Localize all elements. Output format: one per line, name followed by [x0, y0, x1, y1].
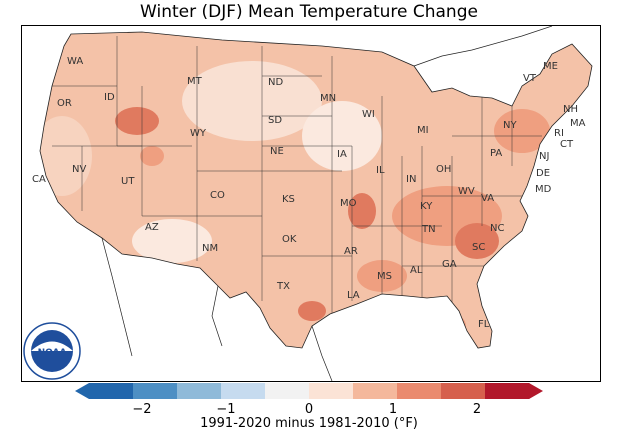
- blob-northern-plains: [182, 61, 322, 141]
- label-PA: PA: [490, 148, 502, 159]
- colorbar-segment: [221, 383, 266, 399]
- temperature-map: WA OR CA NV ID MT WY UT CO AZ NM ND SD N…: [22, 26, 600, 381]
- label-NH: NH: [563, 104, 578, 115]
- map-frame: WA OR CA NV ID MT WY UT CO AZ NM ND SD N…: [21, 25, 601, 382]
- blob-nc: [455, 223, 499, 259]
- label-TN: TN: [421, 224, 436, 235]
- label-IL: IL: [376, 165, 385, 176]
- label-IA: IA: [337, 149, 347, 160]
- label-FL: FL: [478, 319, 490, 330]
- state-borders: [44, 36, 542, 316]
- colorbar-tick-2: 2: [472, 402, 482, 417]
- noaa-logo: NOAA: [23, 322, 81, 380]
- colorbar-tick-0: 0: [304, 402, 314, 417]
- logo-text: NOAA: [38, 348, 67, 358]
- colorbar-segments: [75, 383, 543, 399]
- label-AL: AL: [410, 265, 423, 276]
- label-CA: CA: [32, 174, 46, 185]
- blob-west-coast: [40, 116, 92, 196]
- label-AR: AR: [344, 246, 358, 257]
- colorbar-segment: [441, 383, 486, 399]
- blob-idaho: [115, 107, 159, 135]
- blob-mo: [348, 193, 376, 229]
- label-WI: WI: [362, 109, 375, 120]
- label-RI: RI: [554, 128, 564, 139]
- colorbar-segment: [397, 383, 442, 399]
- label-ME: ME: [543, 61, 558, 72]
- label-KY: KY: [420, 201, 433, 212]
- label-CO: CO: [210, 190, 225, 201]
- label-MS: MS: [377, 271, 392, 282]
- label-OH: OH: [436, 164, 451, 175]
- label-MN: MN: [320, 93, 336, 104]
- label-WV: WV: [458, 186, 475, 197]
- label-MI: MI: [417, 125, 429, 136]
- blob-iowa: [302, 101, 382, 171]
- colorbar-segment: [265, 383, 310, 399]
- colorbar-segment: [133, 383, 178, 399]
- label-VA: VA: [481, 193, 494, 204]
- map-title: Winter (DJF) Mean Temperature Change: [140, 2, 478, 22]
- colorbar-segment: [309, 383, 354, 399]
- blob-sw: [132, 219, 212, 263]
- colorbar-tick-neg1: −1: [216, 402, 236, 417]
- canada-border: [413, 26, 553, 67]
- label-DE: DE: [536, 168, 550, 179]
- logo-bird-icon: [31, 341, 73, 351]
- label-TX: TX: [276, 281, 290, 292]
- label-MT: MT: [187, 76, 203, 87]
- colorbar-tick-1: 1: [388, 402, 398, 417]
- colorbar-extend-high: [529, 383, 543, 399]
- colorbar-segment: [485, 383, 530, 399]
- colorbar-extend-low: [75, 383, 89, 399]
- colorbar-tick-neg2: −2: [132, 402, 152, 417]
- blob-utah: [140, 146, 164, 166]
- colorbar-segment: [89, 383, 134, 399]
- label-NC: NC: [490, 223, 504, 234]
- blob-tx-coast: [298, 301, 326, 321]
- label-SD: SD: [268, 115, 282, 126]
- label-NE: NE: [270, 146, 284, 157]
- state-labels: WA OR CA NV ID MT WY UT CO AZ NM ND SD N…: [32, 56, 586, 330]
- label-MA: MA: [570, 118, 586, 129]
- label-UT: UT: [121, 176, 135, 187]
- label-MD: MD: [535, 184, 552, 195]
- mexico-border: [211, 285, 223, 347]
- label-AZ: AZ: [145, 222, 159, 233]
- label-KS: KS: [282, 194, 295, 205]
- label-GA: GA: [442, 259, 457, 270]
- label-NJ: NJ: [539, 151, 549, 162]
- label-MO: MO: [340, 198, 357, 209]
- label-OR: OR: [57, 98, 72, 109]
- mexico-coast: [311, 325, 333, 381]
- colorbar: [75, 383, 543, 399]
- label-VT: VT: [523, 73, 537, 84]
- label-WY: WY: [190, 128, 207, 139]
- label-SC: SC: [472, 242, 485, 253]
- colorbar-label: 1991-2020 minus 1981-2010 (°F): [200, 416, 418, 431]
- label-CT: CT: [560, 139, 574, 150]
- label-WA: WA: [67, 56, 83, 67]
- label-LA: LA: [347, 290, 360, 301]
- label-NM: NM: [202, 243, 218, 254]
- label-ID: ID: [104, 92, 115, 103]
- baja-coast: [101, 237, 133, 357]
- colorbar-segment: [353, 383, 398, 399]
- label-IN: IN: [406, 174, 416, 185]
- colorbar-segment: [177, 383, 222, 399]
- blob-northeast: [494, 109, 550, 153]
- temperature-field: [40, 61, 550, 338]
- label-NV: NV: [72, 164, 86, 175]
- label-ND: ND: [268, 77, 283, 88]
- label-OK: OK: [282, 234, 297, 245]
- label-NY: NY: [503, 120, 517, 131]
